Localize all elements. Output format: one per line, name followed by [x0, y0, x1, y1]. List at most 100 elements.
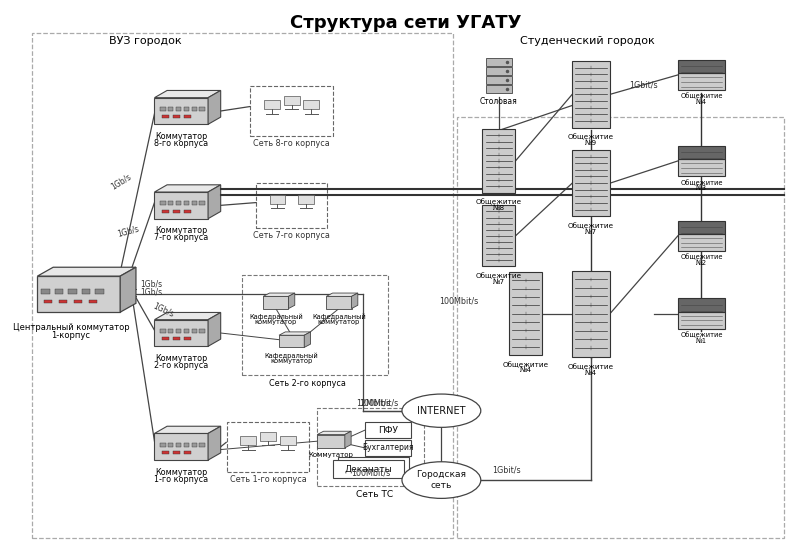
Text: 2-го корпуса: 2-го корпуса — [154, 361, 208, 370]
Ellipse shape — [402, 394, 481, 427]
FancyBboxPatch shape — [176, 107, 182, 111]
Polygon shape — [208, 185, 221, 219]
FancyBboxPatch shape — [678, 145, 725, 159]
Text: Общежитие: Общежитие — [680, 331, 722, 338]
FancyBboxPatch shape — [160, 201, 166, 205]
FancyBboxPatch shape — [256, 183, 327, 228]
FancyBboxPatch shape — [572, 61, 610, 128]
FancyBboxPatch shape — [284, 96, 299, 105]
Text: Коммутатор: Коммутатор — [309, 452, 354, 458]
Text: Общежитие: Общежитие — [680, 179, 722, 185]
FancyBboxPatch shape — [168, 329, 174, 333]
Polygon shape — [351, 293, 358, 309]
Text: №7: №7 — [585, 229, 597, 235]
FancyBboxPatch shape — [184, 201, 189, 205]
FancyBboxPatch shape — [162, 337, 169, 340]
Text: 1Gbit/s: 1Gbit/s — [630, 81, 658, 90]
FancyBboxPatch shape — [176, 329, 182, 333]
FancyBboxPatch shape — [318, 408, 424, 486]
Polygon shape — [304, 332, 310, 347]
FancyBboxPatch shape — [263, 296, 289, 309]
Text: Кафедральный: Кафедральный — [265, 352, 318, 359]
Text: Общежитие: Общежитие — [568, 222, 614, 229]
Text: 1Gbit/s: 1Gbit/s — [493, 466, 522, 475]
FancyBboxPatch shape — [365, 440, 410, 456]
Text: Студенческий городок: Студенческий городок — [520, 36, 654, 46]
FancyBboxPatch shape — [199, 329, 205, 333]
FancyBboxPatch shape — [572, 150, 610, 216]
Text: Общежитие: Общежитие — [568, 364, 614, 370]
Text: №4: №4 — [520, 367, 532, 374]
FancyBboxPatch shape — [162, 451, 169, 454]
Text: Коммутатор: Коммутатор — [155, 354, 207, 363]
Polygon shape — [345, 431, 351, 448]
FancyBboxPatch shape — [185, 451, 190, 454]
FancyBboxPatch shape — [509, 272, 542, 355]
Text: 1-корпус: 1-корпус — [51, 331, 90, 340]
Text: Структура сети УГАТУ: Структура сети УГАТУ — [290, 14, 522, 32]
FancyBboxPatch shape — [486, 58, 511, 66]
FancyBboxPatch shape — [168, 201, 174, 205]
Polygon shape — [38, 268, 136, 276]
FancyBboxPatch shape — [176, 201, 182, 205]
Text: 1Gb/s: 1Gb/s — [117, 224, 140, 239]
FancyBboxPatch shape — [54, 289, 63, 294]
FancyBboxPatch shape — [154, 433, 208, 460]
Text: 1Gb/s: 1Gb/s — [140, 280, 162, 289]
FancyBboxPatch shape — [279, 335, 304, 347]
FancyBboxPatch shape — [270, 195, 286, 204]
FancyBboxPatch shape — [68, 289, 77, 294]
FancyBboxPatch shape — [482, 129, 515, 193]
Text: Общежитие: Общежитие — [680, 93, 722, 99]
FancyBboxPatch shape — [199, 443, 205, 447]
FancyBboxPatch shape — [326, 296, 351, 309]
Text: Кафедральный: Кафедральный — [312, 314, 366, 320]
FancyBboxPatch shape — [678, 159, 725, 176]
Polygon shape — [289, 293, 294, 309]
Text: Сеть 2-го корпуса: Сеть 2-го корпуса — [269, 379, 346, 388]
Polygon shape — [279, 332, 310, 335]
FancyBboxPatch shape — [184, 107, 189, 111]
Text: Общежитие: Общежитие — [568, 133, 614, 140]
FancyBboxPatch shape — [199, 201, 205, 205]
FancyBboxPatch shape — [486, 76, 511, 84]
FancyBboxPatch shape — [160, 107, 166, 111]
Text: №8: №8 — [493, 205, 505, 211]
FancyBboxPatch shape — [318, 435, 345, 448]
Text: Городская
сеть: Городская сеть — [416, 471, 466, 490]
Text: INTERNET: INTERNET — [417, 406, 466, 416]
Polygon shape — [208, 312, 221, 346]
Text: 1Gb/s: 1Gb/s — [109, 172, 133, 191]
FancyBboxPatch shape — [457, 117, 784, 538]
FancyBboxPatch shape — [678, 312, 725, 329]
FancyBboxPatch shape — [160, 329, 166, 333]
FancyBboxPatch shape — [486, 67, 511, 75]
FancyBboxPatch shape — [242, 275, 388, 375]
Text: 100Mbit/s: 100Mbit/s — [358, 399, 398, 408]
FancyBboxPatch shape — [678, 73, 725, 90]
Text: Коммутатор: Коммутатор — [155, 132, 207, 141]
FancyBboxPatch shape — [280, 436, 295, 445]
FancyBboxPatch shape — [174, 210, 180, 213]
Text: №4: №4 — [585, 370, 597, 376]
FancyBboxPatch shape — [185, 115, 190, 118]
Text: Кафедральный: Кафедральный — [249, 314, 302, 320]
Text: 1-го корпуса: 1-го корпуса — [154, 475, 208, 483]
Text: Сеть 8-го корпуса: Сеть 8-го корпуса — [254, 139, 330, 148]
Text: Общежитие: Общежитие — [680, 254, 722, 260]
FancyBboxPatch shape — [185, 210, 190, 213]
FancyBboxPatch shape — [678, 59, 725, 73]
Text: Коммутатор: Коммутатор — [155, 468, 207, 477]
Text: Сеть 7-го корпуса: Сеть 7-го корпуса — [253, 231, 330, 240]
Text: №1: №1 — [696, 338, 707, 344]
FancyBboxPatch shape — [240, 436, 256, 445]
Text: Сеть ТС: Сеть ТС — [356, 490, 393, 499]
Text: коммутатор: коммутатор — [318, 319, 360, 325]
FancyBboxPatch shape — [95, 289, 104, 294]
Polygon shape — [208, 426, 221, 460]
FancyBboxPatch shape — [184, 329, 189, 333]
Text: 1Gb/s: 1Gb/s — [151, 301, 175, 319]
Text: коммутатор: коммутатор — [270, 358, 313, 364]
FancyBboxPatch shape — [486, 85, 511, 93]
FancyBboxPatch shape — [58, 300, 66, 303]
